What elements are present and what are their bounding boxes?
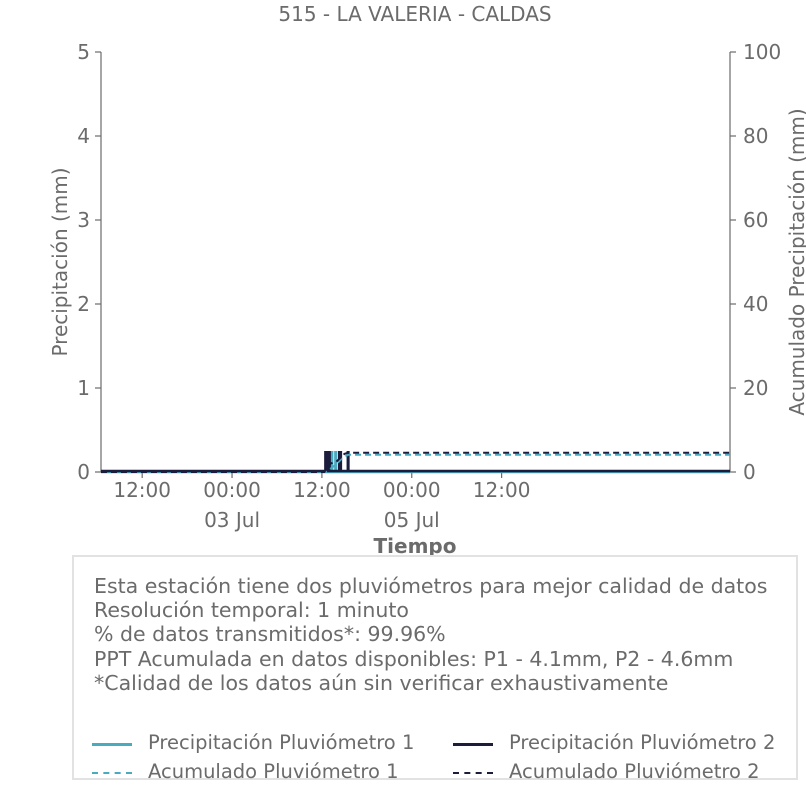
y2-tick-label: 40	[743, 292, 768, 316]
x-tick-label: 00:00	[203, 478, 261, 502]
x-tick-label: 12:00	[113, 478, 171, 502]
y2-tick-label: 100	[743, 40, 781, 64]
legend-label-acc1: Acumulado Pluviómetro 1	[148, 760, 399, 783]
legend-label-acc2: Acumulado Pluviómetro 2	[509, 760, 760, 783]
y2-tick-label: 60	[743, 208, 768, 232]
info-line-transmitted: % de datos transmitidos*: 99.96%	[94, 622, 446, 647]
legend-swatch-p2	[453, 743, 493, 746]
accumulated-line-1	[101, 453, 730, 473]
info-line-accumulated: PPT Acumulada en datos disponibles: P1 -…	[94, 646, 734, 671]
y2-axis-label: Acumulado Precipitación (mm)	[785, 108, 806, 415]
legend-swatch-acc1	[92, 772, 132, 774]
x-axis-label: Tiempo	[374, 534, 457, 558]
y-axis-label: Precipitación (mm)	[48, 167, 72, 356]
y2-tick-label: 0	[743, 460, 756, 484]
legend-swatch-acc2	[453, 772, 493, 774]
chart-title: 515 - LA VALERIA - CALDAS	[278, 2, 551, 26]
y-tick-label: 1	[77, 376, 90, 400]
chart-legend: Precipitación Pluviómetro 1 Precipitació…	[92, 729, 792, 785]
x-tick-label: 12:00	[473, 478, 531, 502]
y2-tick-label: 20	[743, 376, 768, 400]
legend-swatch-p1	[92, 743, 132, 746]
info-line-resolution: Resolución temporal: 1 minuto	[94, 598, 409, 623]
x-tick-date-label: 03 Jul	[204, 508, 260, 532]
legend-label-p2: Precipitación Pluviómetro 2	[509, 731, 776, 754]
x-tick-date-label: 05 Jul	[384, 508, 440, 532]
plot-area: 0 1 2 3 4 5 0 20 40 60 80 100 12:00 00:00 03 Jul 12:00 0…	[77, 40, 781, 532]
info-text: Esta estación tiene dos pluviómetros par…	[94, 574, 767, 695]
y-tick-label: 3	[77, 208, 90, 232]
y-tick-label: 0	[77, 460, 90, 484]
info-line-quality: *Calidad de los datos aún sin verificar …	[94, 670, 669, 695]
info-legend-box: Esta estación tiene dos pluviómetros par…	[72, 555, 798, 783]
info-line-stations: Esta estación tiene dos pluviómetros par…	[94, 574, 768, 598]
precipitation-chart: 515 - LA VALERIA - CALDAS Precipitación …	[48, 2, 806, 558]
y-tick-label: 2	[77, 292, 90, 316]
accumulated-line-2	[101, 451, 730, 473]
legend-label-p1: Precipitación Pluviómetro 1	[148, 731, 415, 754]
y-tick-label: 5	[77, 40, 90, 64]
y2-tick-label: 80	[743, 124, 768, 148]
x-tick-label: 12:00	[293, 478, 351, 502]
x-tick-label: 00:00	[383, 478, 441, 502]
y-tick-label: 4	[77, 124, 90, 148]
